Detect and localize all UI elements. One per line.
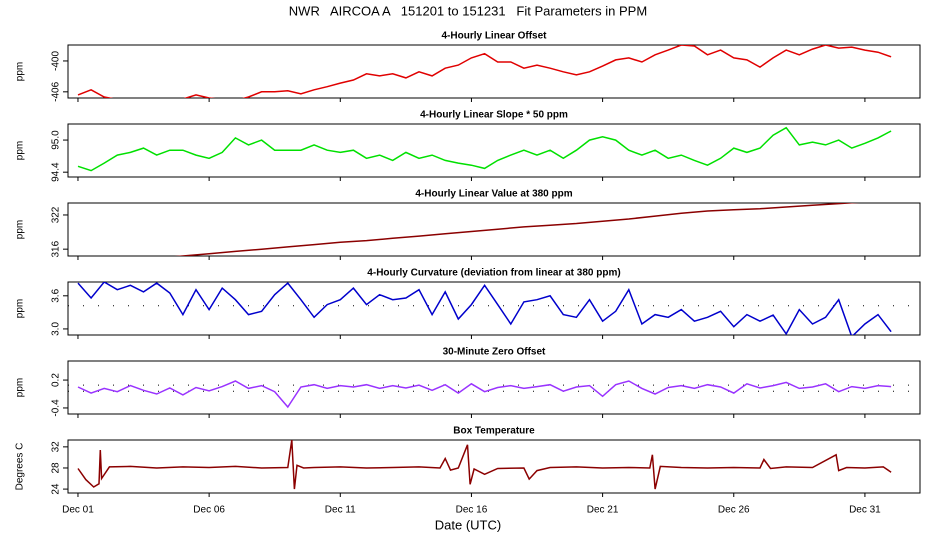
panel-title: 4-Hourly Linear Value at 380 ppm <box>415 189 572 200</box>
series-group <box>68 380 920 409</box>
y-tick-label: 95.0 <box>51 130 62 150</box>
plot-frame <box>67 202 921 257</box>
x-tick-label: Dec 11 <box>325 505 356 516</box>
y-tick-label: 3.0 <box>51 322 62 336</box>
panel-title: Box Temperature <box>453 426 535 437</box>
x-tick-label: Dec 16 <box>456 505 488 516</box>
series-group <box>77 45 892 98</box>
data-line <box>77 282 892 335</box>
x-tick-label: Dec 31 <box>849 505 881 516</box>
data-line <box>77 45 892 98</box>
series-group <box>68 282 920 335</box>
plot-frame <box>67 123 921 178</box>
data-line <box>77 126 892 172</box>
y-tick-label: 316 <box>51 240 62 257</box>
y-tick-label: 94.4 <box>51 162 62 182</box>
y-tick-label: 28 <box>51 462 62 474</box>
y-axis-title: Degrees C <box>15 443 26 491</box>
y-tick-label: 24 <box>51 483 62 495</box>
series-group <box>77 440 892 490</box>
y-tick-label: 3.6 <box>51 288 62 302</box>
x-tick-label: Dec 26 <box>718 505 750 516</box>
x-tick-label: Dec 21 <box>587 505 619 516</box>
data-line <box>174 203 860 256</box>
panel-title: 4-Hourly Linear Slope * 50 ppm <box>420 110 568 121</box>
x-axis-title: Date (UTC) <box>435 517 501 532</box>
y-axis-title: ppm <box>15 378 26 397</box>
x-tick-label: Dec 01 <box>62 505 94 516</box>
panel-title: 4-Hourly Curvature (deviation from linea… <box>367 268 620 279</box>
y-tick-label: -400 <box>51 51 62 71</box>
y-axis-title: ppm <box>15 141 26 160</box>
x-tick-label: Dec 06 <box>193 505 225 516</box>
y-tick-label: 32 <box>51 441 62 453</box>
y-tick-label: 0.2 <box>51 373 62 387</box>
series-group <box>174 203 860 256</box>
y-axis-title: ppm <box>15 220 26 239</box>
data-line <box>77 380 892 409</box>
y-axis-title: ppm <box>15 62 26 81</box>
data-line <box>77 440 892 490</box>
plot-frame <box>67 360 921 415</box>
main-title: NWR AIRCOA A 151201 to 151231 Fit Parame… <box>289 3 647 18</box>
plot-frame <box>67 44 921 99</box>
panel-title: 4-Hourly Linear Offset <box>441 31 547 42</box>
panel-title: 30-Minute Zero Offset <box>443 347 546 358</box>
y-tick-label: 322 <box>51 206 62 223</box>
series-group <box>77 126 892 172</box>
y-axis-title: ppm <box>15 299 26 318</box>
y-tick-label: -406 <box>51 81 62 101</box>
plot-frame <box>67 439 921 494</box>
y-tick-label: -0.4 <box>51 399 62 417</box>
plot-frame <box>67 281 921 336</box>
